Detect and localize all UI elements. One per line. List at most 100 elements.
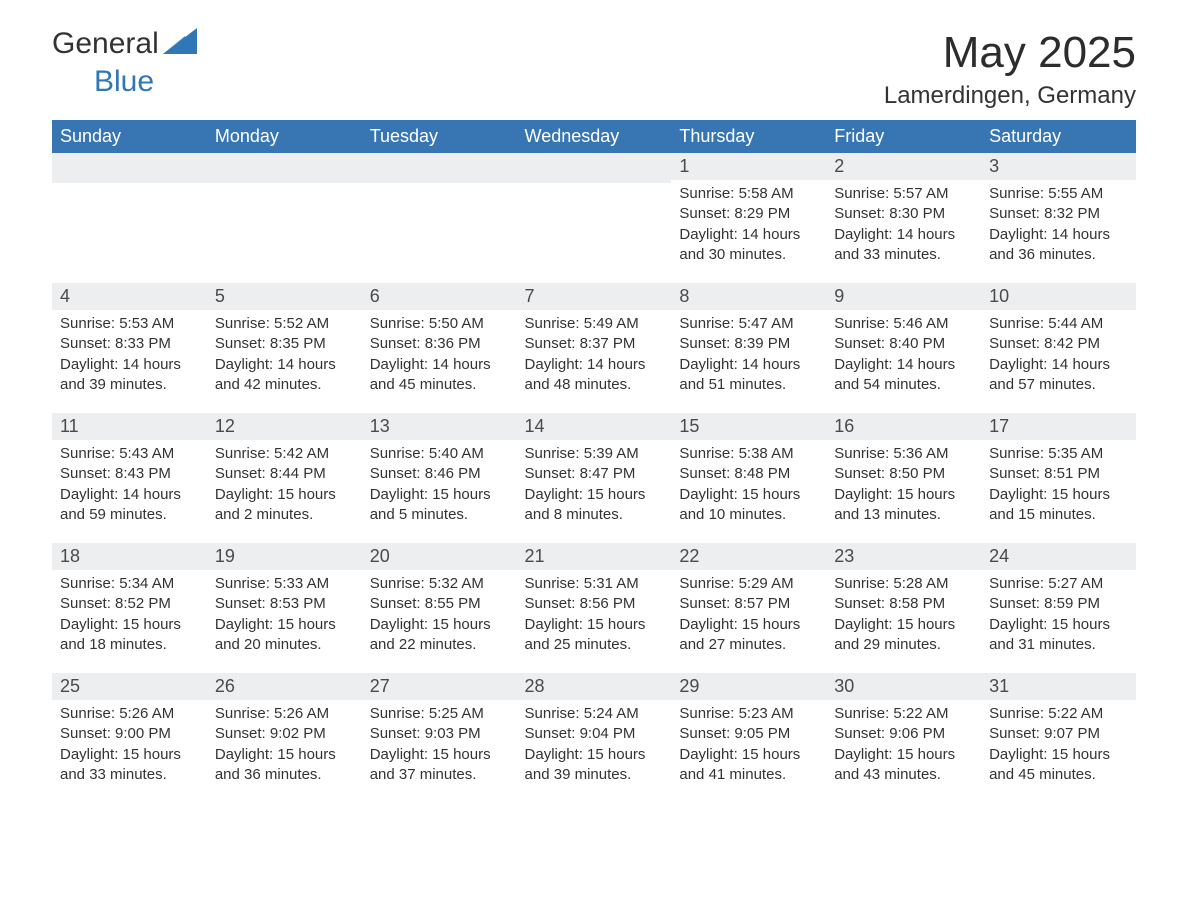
sunset-line: Sunset: 8:57 PM: [679, 594, 818, 614]
calendar-cell: 10Sunrise: 5:44 AMSunset: 8:42 PMDayligh…: [981, 283, 1136, 413]
calendar-cell: 9Sunrise: 5:46 AMSunset: 8:40 PMDaylight…: [826, 283, 981, 413]
day-details: Sunrise: 5:22 AMSunset: 9:07 PMDaylight:…: [981, 700, 1136, 799]
day-details: Sunrise: 5:52 AMSunset: 8:35 PMDaylight:…: [207, 310, 362, 409]
day-number: 25: [52, 673, 207, 700]
day-details: Sunrise: 5:49 AMSunset: 8:37 PMDaylight:…: [517, 310, 672, 409]
daylight-line: Daylight: 15 hours and 31 minutes.: [989, 615, 1128, 656]
day-number: 17: [981, 413, 1136, 440]
calendar-cell: 11Sunrise: 5:43 AMSunset: 8:43 PMDayligh…: [52, 413, 207, 543]
sunrise-line: Sunrise: 5:35 AM: [989, 444, 1128, 464]
header-row: General Blue May 2025 Lamerdingen, Germa…: [52, 28, 1136, 120]
calendar-cell: 5Sunrise: 5:52 AMSunset: 8:35 PMDaylight…: [207, 283, 362, 413]
sunrise-line: Sunrise: 5:53 AM: [60, 314, 199, 334]
calendar-cell: 21Sunrise: 5:31 AMSunset: 8:56 PMDayligh…: [517, 543, 672, 673]
calendar-cell: 13Sunrise: 5:40 AMSunset: 8:46 PMDayligh…: [362, 413, 517, 543]
calendar-cell: 6Sunrise: 5:50 AMSunset: 8:36 PMDaylight…: [362, 283, 517, 413]
day-details: Sunrise: 5:43 AMSunset: 8:43 PMDaylight:…: [52, 440, 207, 539]
calendar-cell: 17Sunrise: 5:35 AMSunset: 8:51 PMDayligh…: [981, 413, 1136, 543]
daylight-line: Daylight: 14 hours and 36 minutes.: [989, 225, 1128, 266]
daylight-line: Daylight: 15 hours and 18 minutes.: [60, 615, 199, 656]
daylight-line: Daylight: 14 hours and 48 minutes.: [525, 355, 664, 396]
sunrise-line: Sunrise: 5:33 AM: [215, 574, 354, 594]
sunrise-line: Sunrise: 5:31 AM: [525, 574, 664, 594]
day-of-week-header: Friday: [826, 120, 981, 153]
day-number: 2: [826, 153, 981, 180]
daylight-line: Daylight: 15 hours and 29 minutes.: [834, 615, 973, 656]
sunrise-line: Sunrise: 5:58 AM: [679, 184, 818, 204]
sunset-line: Sunset: 9:02 PM: [215, 724, 354, 744]
daylight-line: Daylight: 14 hours and 57 minutes.: [989, 355, 1128, 396]
daylight-line: Daylight: 15 hours and 37 minutes.: [370, 745, 509, 786]
sunrise-line: Sunrise: 5:22 AM: [989, 704, 1128, 724]
daylight-line: Daylight: 15 hours and 27 minutes.: [679, 615, 818, 656]
daylight-line: Daylight: 15 hours and 8 minutes.: [525, 485, 664, 526]
day-of-week-header: Saturday: [981, 120, 1136, 153]
sunrise-line: Sunrise: 5:22 AM: [834, 704, 973, 724]
calendar-cell: [362, 153, 517, 283]
day-details: Sunrise: 5:42 AMSunset: 8:44 PMDaylight:…: [207, 440, 362, 539]
calendar-body: 1Sunrise: 5:58 AMSunset: 8:29 PMDaylight…: [52, 153, 1136, 803]
sunset-line: Sunset: 8:30 PM: [834, 204, 973, 224]
calendar-cell: 3Sunrise: 5:55 AMSunset: 8:32 PMDaylight…: [981, 153, 1136, 283]
calendar-cell: 26Sunrise: 5:26 AMSunset: 9:02 PMDayligh…: [207, 673, 362, 803]
sunset-line: Sunset: 8:37 PM: [525, 334, 664, 354]
daylight-line: Daylight: 14 hours and 45 minutes.: [370, 355, 509, 396]
sunrise-line: Sunrise: 5:32 AM: [370, 574, 509, 594]
sunset-line: Sunset: 8:33 PM: [60, 334, 199, 354]
sunrise-line: Sunrise: 5:39 AM: [525, 444, 664, 464]
sunset-line: Sunset: 8:29 PM: [679, 204, 818, 224]
sunrise-line: Sunrise: 5:29 AM: [679, 574, 818, 594]
brand-word1: General: [52, 27, 159, 60]
daylight-line: Daylight: 14 hours and 54 minutes.: [834, 355, 973, 396]
empty-daynum: [52, 153, 207, 183]
sunset-line: Sunset: 8:48 PM: [679, 464, 818, 484]
sunset-line: Sunset: 9:03 PM: [370, 724, 509, 744]
sunset-line: Sunset: 8:44 PM: [215, 464, 354, 484]
sunrise-line: Sunrise: 5:40 AM: [370, 444, 509, 464]
sunset-line: Sunset: 8:56 PM: [525, 594, 664, 614]
sunset-line: Sunset: 9:06 PM: [834, 724, 973, 744]
brand-word2: Blue: [94, 66, 197, 98]
daylight-line: Daylight: 15 hours and 20 minutes.: [215, 615, 354, 656]
day-details: Sunrise: 5:25 AMSunset: 9:03 PMDaylight:…: [362, 700, 517, 799]
sunset-line: Sunset: 8:58 PM: [834, 594, 973, 614]
calendar-cell: 14Sunrise: 5:39 AMSunset: 8:47 PMDayligh…: [517, 413, 672, 543]
calendar-cell: 20Sunrise: 5:32 AMSunset: 8:55 PMDayligh…: [362, 543, 517, 673]
sunrise-line: Sunrise: 5:23 AM: [679, 704, 818, 724]
calendar-cell: 18Sunrise: 5:34 AMSunset: 8:52 PMDayligh…: [52, 543, 207, 673]
sunset-line: Sunset: 8:52 PM: [60, 594, 199, 614]
sunset-line: Sunset: 8:46 PM: [370, 464, 509, 484]
sunset-line: Sunset: 9:07 PM: [989, 724, 1128, 744]
empty-daynum: [362, 153, 517, 183]
sunrise-line: Sunrise: 5:26 AM: [215, 704, 354, 724]
day-details: Sunrise: 5:55 AMSunset: 8:32 PMDaylight:…: [981, 180, 1136, 279]
daylight-line: Daylight: 14 hours and 59 minutes.: [60, 485, 199, 526]
day-details: Sunrise: 5:24 AMSunset: 9:04 PMDaylight:…: [517, 700, 672, 799]
day-number: 18: [52, 543, 207, 570]
sunrise-line: Sunrise: 5:44 AM: [989, 314, 1128, 334]
daylight-line: Daylight: 14 hours and 33 minutes.: [834, 225, 973, 266]
sunset-line: Sunset: 9:04 PM: [525, 724, 664, 744]
daylight-line: Daylight: 15 hours and 36 minutes.: [215, 745, 354, 786]
sunset-line: Sunset: 8:43 PM: [60, 464, 199, 484]
day-details: Sunrise: 5:26 AMSunset: 9:02 PMDaylight:…: [207, 700, 362, 799]
day-details: Sunrise: 5:31 AMSunset: 8:56 PMDaylight:…: [517, 570, 672, 669]
day-details: Sunrise: 5:44 AMSunset: 8:42 PMDaylight:…: [981, 310, 1136, 409]
calendar-cell: 24Sunrise: 5:27 AMSunset: 8:59 PMDayligh…: [981, 543, 1136, 673]
day-number: 27: [362, 673, 517, 700]
calendar-cell: 7Sunrise: 5:49 AMSunset: 8:37 PMDaylight…: [517, 283, 672, 413]
sunset-line: Sunset: 9:05 PM: [679, 724, 818, 744]
daylight-line: Daylight: 14 hours and 30 minutes.: [679, 225, 818, 266]
calendar-cell: 30Sunrise: 5:22 AMSunset: 9:06 PMDayligh…: [826, 673, 981, 803]
calendar-cell: 29Sunrise: 5:23 AMSunset: 9:05 PMDayligh…: [671, 673, 826, 803]
day-number: 21: [517, 543, 672, 570]
calendar-cell: 2Sunrise: 5:57 AMSunset: 8:30 PMDaylight…: [826, 153, 981, 283]
sunrise-line: Sunrise: 5:25 AM: [370, 704, 509, 724]
calendar-cell: 27Sunrise: 5:25 AMSunset: 9:03 PMDayligh…: [362, 673, 517, 803]
day-details: Sunrise: 5:27 AMSunset: 8:59 PMDaylight:…: [981, 570, 1136, 669]
empty-daynum: [207, 153, 362, 183]
calendar-cell: 23Sunrise: 5:28 AMSunset: 8:58 PMDayligh…: [826, 543, 981, 673]
empty-daynum: [517, 153, 672, 183]
day-number: 12: [207, 413, 362, 440]
sunrise-line: Sunrise: 5:43 AM: [60, 444, 199, 464]
